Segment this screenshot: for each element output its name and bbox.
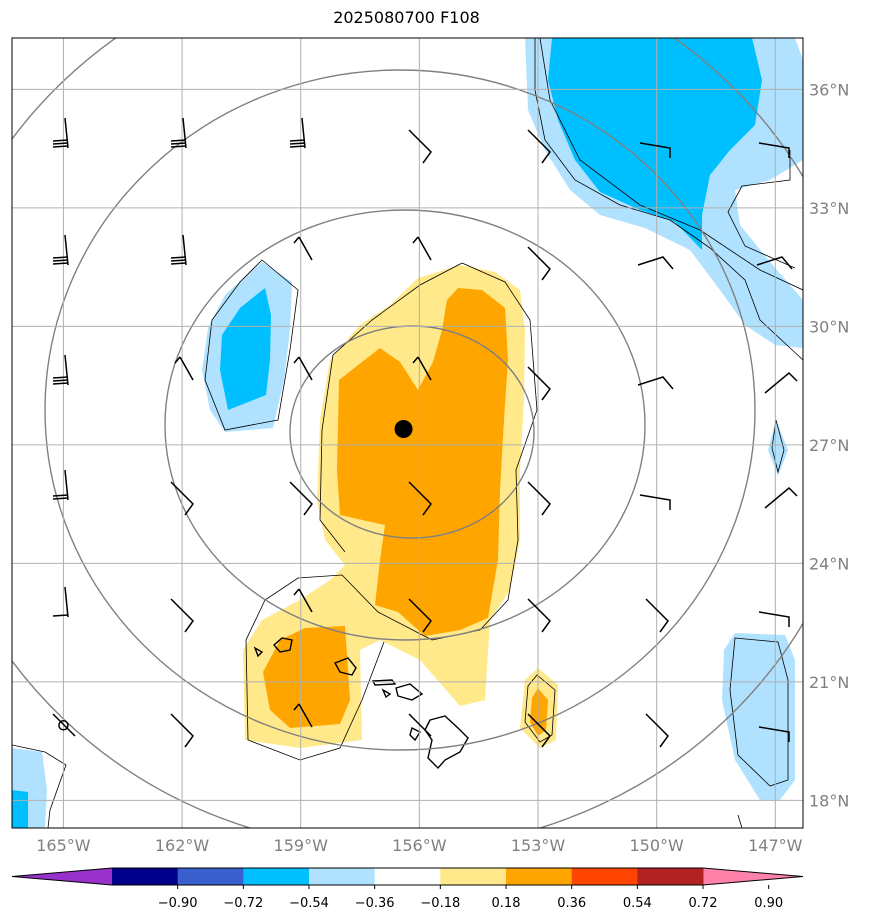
wind-barb xyxy=(637,256,674,270)
wind-barb xyxy=(170,713,194,748)
lat-tick-label: 24°N xyxy=(809,554,849,573)
latitude-tick-labels: 18°N 21°N 24°N 27°N 30°N 33°N 36°N xyxy=(809,80,849,810)
wind-barb xyxy=(527,713,551,748)
colorbar-swatch xyxy=(177,868,244,885)
colorbar-tick-label: 0.36 xyxy=(557,896,586,911)
wind-barb xyxy=(170,117,187,149)
colorbar-tick-label: −0.90 xyxy=(158,896,198,911)
storm-center-marker xyxy=(394,420,413,439)
colorbar-swatch xyxy=(506,868,573,885)
wind-barb xyxy=(637,376,674,390)
wind-barb xyxy=(170,234,187,266)
wind-barb xyxy=(756,256,793,270)
wind-barb xyxy=(408,481,432,516)
wind-barb xyxy=(293,356,313,381)
longitude-tick-labels: 165°W 162°W 159°W 156°W 153°W 150°W 147°W xyxy=(36,836,802,855)
light-blue-fill-small-diamond xyxy=(768,420,788,476)
wind-barb xyxy=(412,236,432,261)
wind-barb xyxy=(527,598,551,633)
lon-tick-label: 150°W xyxy=(629,836,684,855)
colorbar-extend-high xyxy=(703,868,803,885)
wind-barb xyxy=(52,234,69,266)
wind-barb xyxy=(293,236,313,261)
colorbar-swatch xyxy=(571,868,638,885)
wind-barb xyxy=(645,713,669,748)
wind-barb xyxy=(527,366,551,401)
lat-lon-grid xyxy=(12,38,803,828)
deep-blue-fill-southwest xyxy=(12,790,28,828)
colorbar-tick-label: 0.54 xyxy=(623,896,652,911)
wind-barb xyxy=(170,598,194,633)
orange-fill-central xyxy=(337,288,508,636)
hawaii-coastline xyxy=(253,637,469,770)
wind-barb xyxy=(408,129,432,164)
wind-barb xyxy=(293,588,313,613)
lon-tick-label: 156°W xyxy=(392,836,447,855)
wind-barb xyxy=(52,586,69,618)
wind-barb xyxy=(639,142,671,158)
colorbar-swatch xyxy=(112,868,179,885)
wind-barb xyxy=(174,356,194,381)
wind-barb xyxy=(527,481,551,516)
lat-tick-label: 36°N xyxy=(809,80,849,99)
wind-barb xyxy=(52,469,69,501)
colorbar-tick-label: −0.54 xyxy=(289,896,329,911)
colorbar-tick-label: −0.36 xyxy=(355,896,395,911)
wind-barb xyxy=(293,703,313,728)
map-frame xyxy=(11,37,804,829)
lat-tick-label: 27°N xyxy=(809,436,849,455)
wind-barb xyxy=(52,117,69,149)
wind-barb xyxy=(645,598,669,633)
light-blue-fill-southeast xyxy=(722,633,795,800)
colorbar-tick-label: −0.72 xyxy=(223,896,263,911)
anomaly-fill-layer xyxy=(12,38,803,828)
wind-barb xyxy=(408,598,432,633)
lat-tick-label: 33°N xyxy=(809,199,849,218)
wind-barb xyxy=(758,142,790,158)
lat-tick-label: 21°N xyxy=(809,673,849,692)
wind-barb xyxy=(639,494,671,510)
wind-barb xyxy=(758,611,790,627)
small-location-marker xyxy=(58,720,69,731)
deep-blue-fill-northwest xyxy=(220,288,271,410)
colorbar-swatch xyxy=(637,868,704,885)
wind-barb xyxy=(527,129,551,164)
wind-barb xyxy=(758,726,790,742)
wind-barb xyxy=(764,486,798,509)
wind-barb xyxy=(412,356,432,381)
colorbar-swatch xyxy=(374,868,441,885)
colorbar-tick-label: 0.18 xyxy=(492,896,521,911)
deep-blue-fill-northeast xyxy=(548,38,762,250)
anomaly-contour-lines xyxy=(12,38,803,828)
lon-tick-label: 162°W xyxy=(155,836,210,855)
wind-barb xyxy=(289,481,313,516)
colorbar-outline xyxy=(11,867,804,886)
wind-barb xyxy=(527,246,551,281)
lon-tick-label: 159°W xyxy=(274,836,329,855)
lon-tick-label: 153°W xyxy=(511,836,566,855)
colorbar-swatch xyxy=(243,868,310,885)
colorbar: −0.90 −0.72 −0.54 −0.36 −0.18 0.18 0.36 0.54 0.7… xyxy=(11,867,804,911)
colorbar-swatch xyxy=(440,868,507,885)
lat-tick-label: 18°N xyxy=(809,791,849,810)
lat-tick-label: 30°N xyxy=(809,317,849,336)
colorbar-tick-label: 0.72 xyxy=(689,896,718,911)
colorbar-extend-low xyxy=(12,868,112,885)
lon-tick-label: 147°W xyxy=(748,836,803,855)
wind-barb xyxy=(289,117,306,149)
wind-barbs xyxy=(52,117,798,748)
wind-barb xyxy=(52,713,76,737)
wind-barb xyxy=(764,371,798,394)
colorbar-swatch xyxy=(309,868,376,885)
map-title: 2025080700 F108 xyxy=(333,8,480,27)
wind-barb xyxy=(52,354,69,386)
colorbar-tick-label: 0.90 xyxy=(754,896,783,911)
wind-barb xyxy=(408,713,432,737)
wind-barb xyxy=(170,481,194,516)
lon-tick-label: 165°W xyxy=(36,836,91,855)
colorbar-tick-label: −0.18 xyxy=(420,896,460,911)
